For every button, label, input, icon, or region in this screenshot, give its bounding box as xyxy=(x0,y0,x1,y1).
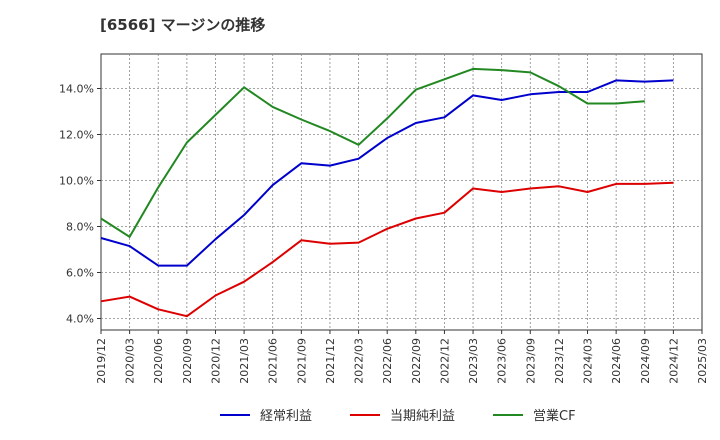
x-tick-label: 2022/09 xyxy=(410,338,423,384)
x-tick-label: 2022/03 xyxy=(353,338,366,384)
x-tick-label: 2022/12 xyxy=(438,338,451,384)
y-tick-label: 10.0% xyxy=(59,175,94,188)
legend-label-1: 経常利益 xyxy=(260,409,312,424)
x-tick-label: 2021/09 xyxy=(295,338,308,384)
x-tick-label: 2024/09 xyxy=(639,338,652,384)
series-line-2 xyxy=(100,181,674,318)
x-tick-label: 2021/03 xyxy=(238,338,251,384)
x-tick-label: 2024/12 xyxy=(667,338,680,384)
x-tick-label: 2020/12 xyxy=(209,338,222,384)
x-tick-label: 2024/06 xyxy=(610,338,623,384)
x-tick-label: 2021/06 xyxy=(267,338,280,384)
chart-title: [6566] マージンの推移 xyxy=(100,16,266,34)
x-tick-label: 2023/12 xyxy=(553,338,566,384)
x-tick-label: 2023/09 xyxy=(524,338,537,384)
series-line-3 xyxy=(100,67,645,238)
x-tick-label: 2023/06 xyxy=(496,338,509,384)
x-tick-label: 2020/03 xyxy=(124,338,137,384)
x-tick-label: 2019/12 xyxy=(95,338,108,384)
x-tick-label: 2024/03 xyxy=(582,338,595,384)
x-tick-label: 2021/12 xyxy=(324,338,337,384)
x-tick-label: 2025/03 xyxy=(696,338,709,384)
x-tick-label: 2022/06 xyxy=(381,338,394,384)
y-tick-label: 4.0% xyxy=(66,313,94,326)
y-tick-label: 14.0% xyxy=(59,83,94,96)
x-tick-label: 2023/03 xyxy=(467,338,480,384)
y-tick-label: 6.0% xyxy=(66,267,94,280)
legend-label-3: 営業CF xyxy=(533,408,576,424)
x-tick-label: 2020/09 xyxy=(181,338,194,384)
x-tick-label: 2020/06 xyxy=(152,338,165,384)
plot-background xyxy=(100,53,703,331)
legend-label-2: 当期純利益 xyxy=(390,409,455,424)
y-tick-label: 8.0% xyxy=(66,221,94,234)
series-line-1 xyxy=(100,79,674,267)
y-tick-label: 12.0% xyxy=(59,129,94,142)
